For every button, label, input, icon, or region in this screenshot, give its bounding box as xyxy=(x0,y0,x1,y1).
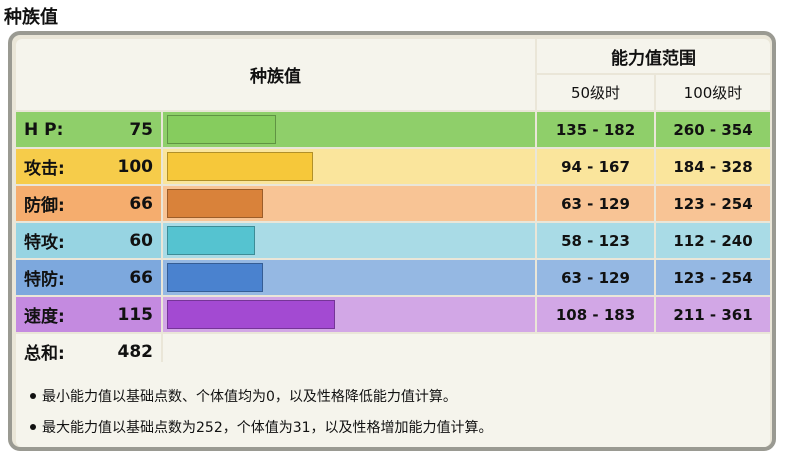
stat-label: 特攻: xyxy=(24,233,65,253)
note-min: 最小能力值以基础点数、个体值均为0，以及性格降低能力值计算。 xyxy=(30,380,770,411)
stat-row: H P: 75 135 - 182 260 - 354 xyxy=(16,112,770,147)
stat-bar xyxy=(167,300,335,329)
range-level-50: 63 - 129 xyxy=(537,186,654,221)
header-level-50: 50级时 xyxy=(537,75,654,110)
stat-label: H P: xyxy=(24,119,64,140)
range-level-100: 123 - 254 xyxy=(656,260,770,295)
page-title: 种族值 xyxy=(4,7,58,28)
range-level-100: 211 - 361 xyxy=(656,297,770,332)
range-level-50: 63 - 129 xyxy=(537,260,654,295)
stat-row: 特攻: 60 58 - 123 112 - 240 xyxy=(16,223,770,258)
range-level-50: 94 - 167 xyxy=(537,149,654,184)
range-level-50: 58 - 123 xyxy=(537,223,654,258)
range-level-100: 184 - 328 xyxy=(656,149,770,184)
stat-bar xyxy=(167,226,255,255)
stat-value: 60 xyxy=(129,230,153,251)
total-value: 482 xyxy=(117,341,154,362)
stat-value: 75 xyxy=(129,119,153,140)
stat-label: 速度: xyxy=(24,307,65,327)
stat-row: 速度: 115 108 - 183 211 - 361 xyxy=(16,297,770,332)
stat-bar xyxy=(167,115,276,144)
stat-bar xyxy=(167,263,263,292)
stat-bar xyxy=(167,189,263,218)
notes: 最小能力值以基础点数、个体值均为0，以及性格降低能力值计算。 最大能力值以基础点… xyxy=(16,362,770,447)
total-label: 总和: xyxy=(24,344,65,364)
stat-value: 66 xyxy=(129,267,153,288)
stat-row: 防御: 66 63 - 129 123 - 254 xyxy=(16,186,770,221)
range-level-50: 108 - 183 xyxy=(537,297,654,332)
range-level-100: 123 - 254 xyxy=(656,186,770,221)
note-max-text: 最大能力值以基础点数为252，个体值为31，以及性格增加能力值计算。 xyxy=(42,419,493,436)
bullet-icon xyxy=(30,423,36,430)
stat-label: 攻击: xyxy=(24,159,65,179)
stat-value: 115 xyxy=(117,304,154,325)
header-base-stats: 种族值 xyxy=(16,39,535,110)
base-stats-table: 种族值 能力值范围 50级时 100级时 H P: 75 135 - 182 260 … xyxy=(8,31,776,451)
range-level-100: 112 - 240 xyxy=(656,223,770,258)
stat-label: 防御: xyxy=(24,196,65,216)
header-stat-range: 能力值范围 xyxy=(537,39,770,73)
range-level-100: 260 - 354 xyxy=(656,112,770,147)
bullet-icon xyxy=(30,392,36,399)
note-max: 最大能力值以基础点数为252，个体值为31，以及性格增加能力值计算。 xyxy=(30,411,770,442)
header-level-100: 100级时 xyxy=(656,75,770,110)
stat-row: 攻击: 100 94 - 167 184 - 328 xyxy=(16,149,770,184)
stat-bar xyxy=(167,152,313,181)
stat-row: 特防: 66 63 - 129 123 - 254 xyxy=(16,260,770,295)
note-min-text: 最小能力值以基础点数、个体值均为0，以及性格降低能力值计算。 xyxy=(42,388,457,405)
stat-label: 特防: xyxy=(24,270,65,290)
stat-value: 100 xyxy=(117,156,154,177)
stat-value: 66 xyxy=(129,193,153,214)
range-level-50: 135 - 182 xyxy=(537,112,654,147)
